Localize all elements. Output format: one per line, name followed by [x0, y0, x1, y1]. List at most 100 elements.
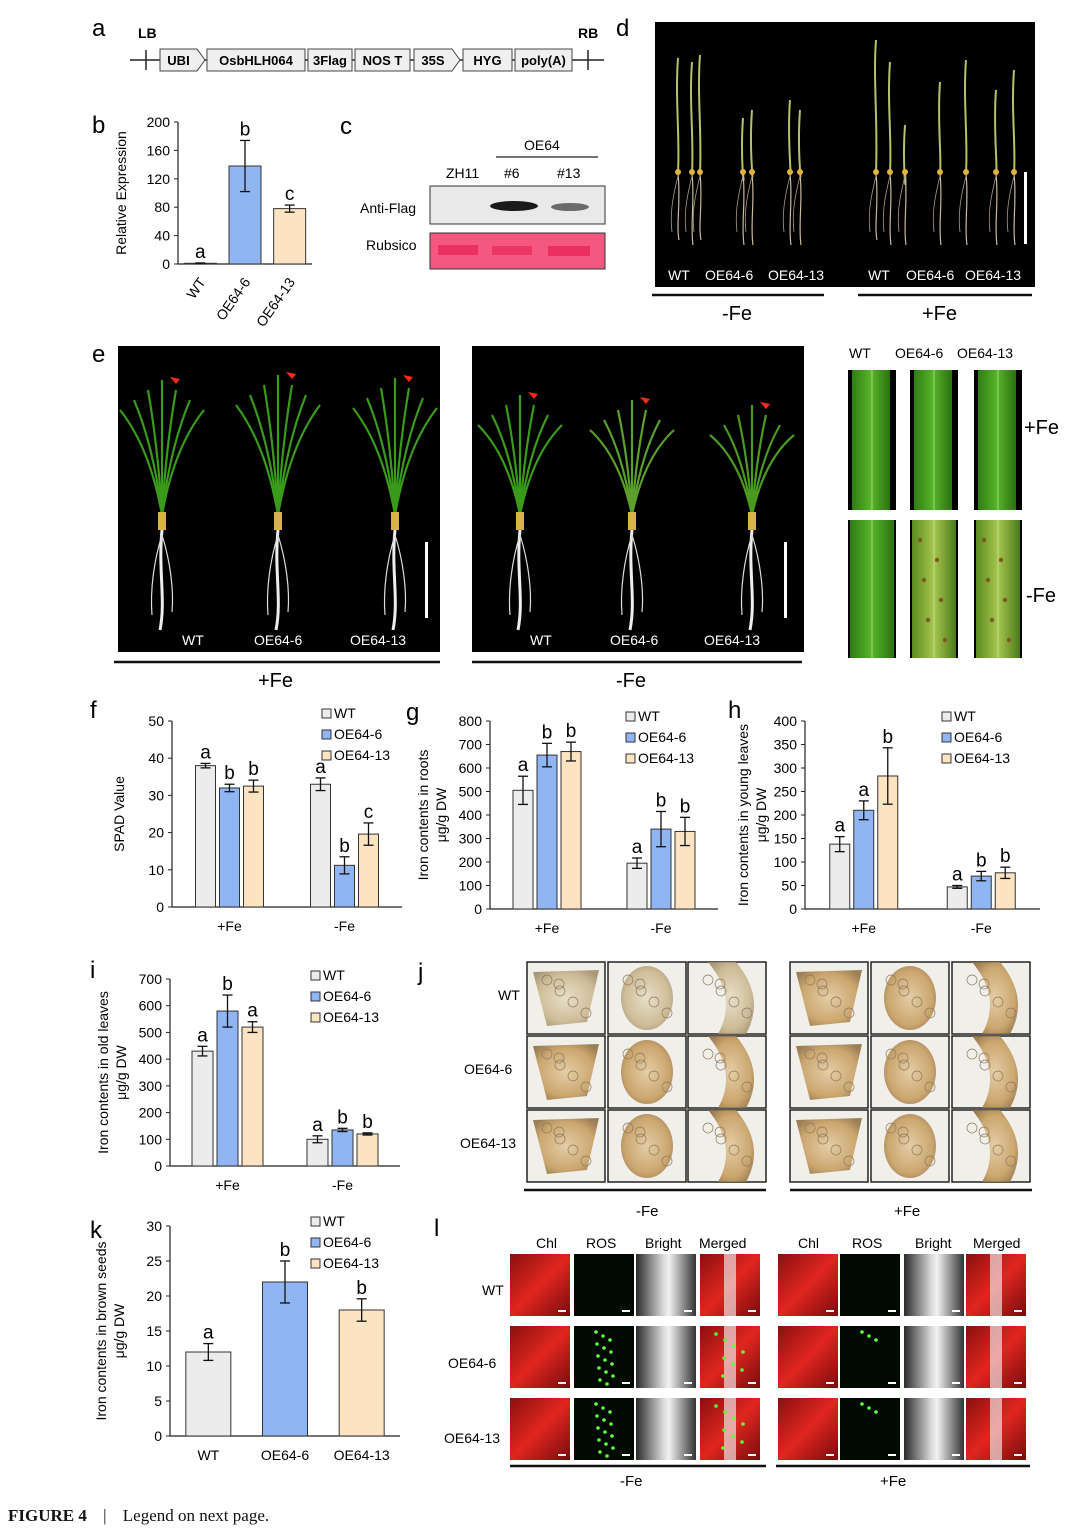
ros-signal [594, 1402, 598, 1406]
y-tick-label: 30 [148, 787, 164, 803]
plant-lateral-root [519, 534, 532, 613]
red-arrow-marker [760, 402, 770, 409]
ros-signal [608, 1338, 612, 1342]
y-tick-label: 5 [154, 1393, 162, 1409]
seedling-lateral-root [792, 175, 801, 233]
significance-letter: a [952, 865, 963, 886]
section-cell [843, 1081, 855, 1093]
section-cell [817, 1059, 829, 1071]
merged-ros-signal [731, 1362, 735, 1366]
section-cell [714, 1052, 726, 1064]
seedling-seed [963, 169, 969, 175]
section-tissue [884, 1114, 936, 1178]
section-cell [804, 1122, 816, 1134]
ros-signal [611, 1446, 615, 1450]
chlorotic-spot [1006, 637, 1012, 643]
y-axis-label: Iron contents in roots [415, 750, 431, 881]
significance-letter: b [280, 1240, 291, 1261]
plant-leaf [518, 424, 563, 516]
y-tick-label: 400 [774, 713, 798, 729]
plant-leaf [393, 407, 438, 516]
construct-part-label: UBI [167, 53, 189, 68]
section-cell [966, 1122, 978, 1134]
bar [191, 1050, 214, 1167]
section-cell [924, 1155, 936, 1167]
e-lane-3: OE64-13 [350, 632, 406, 648]
bright-image [904, 1398, 964, 1460]
plant-base [748, 512, 756, 530]
l-row-wt: WT [482, 1282, 504, 1298]
x-tick-label: WT [197, 1447, 219, 1463]
plant-base [274, 512, 282, 530]
bright-image [636, 1254, 696, 1316]
y-tick-label: 600 [459, 760, 483, 776]
seedling-seed [787, 169, 793, 175]
section-tissue [621, 966, 673, 1030]
section-cell [804, 974, 816, 986]
section-cell [553, 978, 565, 990]
j-row-oe6: OE64-6 [464, 1061, 512, 1077]
section-cell [885, 1048, 897, 1060]
leaf-blade [914, 370, 952, 510]
chlorotic-spot [938, 597, 944, 603]
bar [338, 1309, 385, 1437]
leaf-col-oe13: OE64-13 [957, 345, 1013, 361]
bar [219, 787, 240, 908]
plant-lateral-root [740, 534, 753, 616]
ros-image [574, 1254, 634, 1316]
seedling-lateral-root [735, 175, 744, 233]
section-cell [541, 1122, 553, 1134]
section-cell [979, 1133, 991, 1145]
chlorotic-spot [921, 577, 927, 583]
significance-letter: b [337, 1107, 348, 1128]
bar [853, 809, 875, 910]
significance-letter: b [656, 790, 667, 811]
significance-letter: a [632, 837, 643, 858]
ros-signal [603, 1430, 607, 1434]
ros-signal [602, 1418, 606, 1422]
d-lane-4: WT [868, 267, 890, 283]
l-col-chl-2: Chl [798, 1235, 819, 1251]
confocal-scale-bar [888, 1454, 896, 1456]
merged-ros-signal [714, 1404, 718, 1408]
bright-image [904, 1326, 964, 1388]
merged-ros-signal [740, 1440, 744, 1444]
plant-base [391, 512, 399, 530]
merged-bright-overlay [724, 1398, 736, 1460]
y-tick-label: 50 [148, 713, 164, 729]
merged-ros-signal [732, 1416, 736, 1420]
section-cell [715, 985, 727, 997]
d-lane-3: OE64-13 [768, 267, 824, 283]
section-cell [541, 974, 553, 986]
confocal-scale-bar [558, 1310, 566, 1312]
confocal-scale-bar [1014, 1310, 1022, 1312]
leaf-closeups [848, 370, 1022, 658]
merged-ros-signal [721, 1446, 725, 1450]
ros-signal [604, 1442, 608, 1446]
panel-letter: b [92, 112, 105, 139]
seedling-lateral-root [782, 175, 791, 233]
confocal-scale-bar [826, 1382, 834, 1384]
construct-part-box [462, 48, 513, 72]
x-tick-label: +Fe [851, 920, 876, 936]
chl-image [510, 1326, 570, 1388]
section-cell [554, 1059, 566, 1071]
bar [829, 843, 851, 910]
significance-letter: b [339, 836, 350, 857]
section-cell [978, 1126, 990, 1138]
row-rubisco: Rubsico [366, 237, 417, 253]
red-arrow-marker [403, 375, 413, 382]
bar [356, 1133, 379, 1167]
legend-swatch [310, 1258, 321, 1269]
legend-swatch [321, 729, 332, 740]
oe64-group-label: OE64 [524, 137, 560, 153]
section-cell [702, 1122, 714, 1134]
section-cell [1005, 1007, 1017, 1019]
ros-signal [605, 1454, 609, 1458]
x-tick-label: OE64-6 [213, 274, 254, 323]
confocal-scale-bar [558, 1382, 566, 1384]
seedling-seed [902, 169, 908, 175]
confocal-scale-bar [684, 1382, 692, 1384]
section-cell [702, 974, 714, 986]
legend-label: OE64-6 [334, 726, 382, 742]
